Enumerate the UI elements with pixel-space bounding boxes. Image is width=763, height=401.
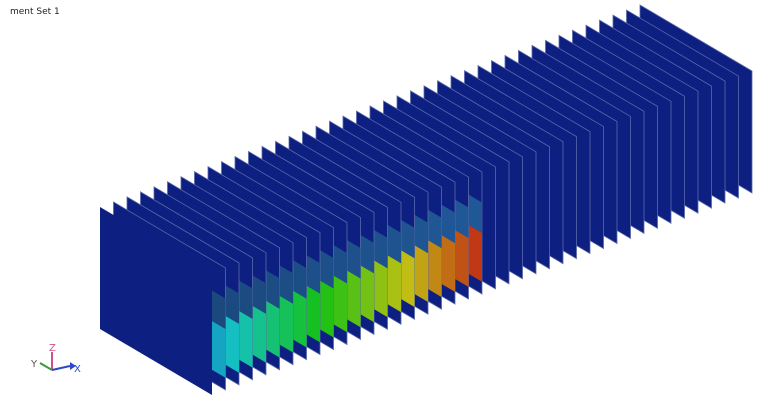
x-label: X: [74, 364, 81, 375]
viewport: ment Set 1 Z Y X: [0, 0, 763, 401]
y-axis: [40, 363, 52, 370]
axis-triad: Z Y X: [30, 343, 81, 375]
x-axis: [52, 366, 70, 370]
y-label: Y: [30, 359, 38, 370]
model-view: ment Set 1 Z Y X: [0, 0, 763, 401]
viewport-title: ment Set 1: [10, 7, 60, 17]
z-label: Z: [49, 343, 56, 354]
model: [100, 5, 752, 395]
